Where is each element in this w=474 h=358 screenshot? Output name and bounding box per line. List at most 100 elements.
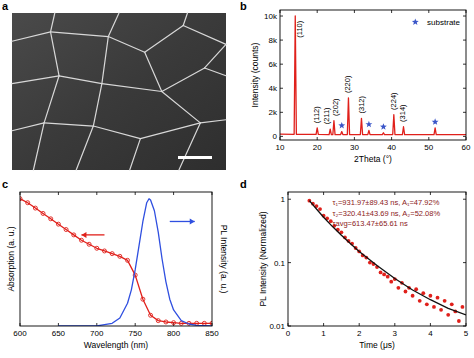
x-tick-label: 60 — [462, 143, 471, 152]
x-tick-label: 600 — [13, 329, 27, 338]
grain-boundary — [93, 126, 140, 139]
image-area — [12, 13, 226, 170]
line-marker — [156, 319, 160, 323]
scatter-point — [461, 305, 465, 309]
figure: a10203040506002k4k6k8k10k(110)(112)(211)… — [0, 0, 474, 358]
grain-boundary — [44, 76, 59, 123]
grain-boundary — [51, 32, 109, 37]
x-tick — [430, 323, 431, 326]
scale-bar — [178, 156, 212, 159]
series-line — [309, 201, 466, 315]
legend-label: substrate — [427, 18, 460, 27]
scatter-point — [446, 313, 450, 317]
line-marker — [56, 222, 60, 226]
x-tick-label: 30 — [350, 143, 359, 152]
x-tick-label: 650 — [52, 329, 66, 338]
grain-boundary — [140, 123, 200, 139]
y-tick — [288, 199, 291, 200]
scatter-point — [338, 122, 345, 129]
x-tick-label: 2 — [357, 329, 362, 338]
grain-boundary — [33, 123, 44, 170]
plot-frame — [288, 192, 466, 326]
y-tick — [288, 262, 291, 263]
x-axis-title: Wavelength (nm) — [84, 340, 149, 350]
grain-boundary — [130, 139, 141, 170]
scatter-point — [429, 294, 433, 298]
x-tick — [359, 323, 360, 326]
x-tick-label: 750 — [129, 329, 143, 338]
panel-label: c — [2, 178, 8, 190]
grain-boundary — [51, 13, 55, 32]
peak-label: (110) — [295, 20, 304, 37]
scatter-point — [379, 271, 383, 275]
scatter-point — [396, 286, 400, 290]
line-marker — [149, 313, 153, 317]
x-tick-label: 3 — [393, 329, 398, 338]
x-tick-label: 40 — [387, 143, 396, 152]
y-tick-label: 0.01 — [269, 322, 285, 331]
grain-boundary — [76, 126, 93, 170]
sem-image — [12, 13, 226, 170]
data-layer — [20, 197, 212, 326]
scatter-point — [365, 121, 372, 128]
y-axis-title: Intensity (counts) — [250, 42, 260, 107]
grain-boundary — [93, 84, 102, 126]
scatter-point — [382, 273, 386, 277]
page: {"chart_data": [ {"type": "image", "titl… — [0, 0, 474, 358]
x-axis-title: 2Theta (°) — [354, 154, 392, 164]
y-tick-right — [463, 64, 466, 65]
grain-boundary — [162, 68, 205, 92]
line-marker — [87, 242, 91, 246]
scatter-point — [432, 118, 439, 125]
peak-label: (312) — [357, 96, 366, 114]
scatter-point — [418, 299, 422, 303]
y-tick-right — [463, 16, 466, 17]
y-tick — [280, 112, 283, 113]
line-marker — [79, 238, 83, 242]
series-line — [20, 199, 212, 324]
grain-boundary — [102, 37, 108, 84]
line-marker — [164, 320, 168, 324]
y-tick-label: 4k — [269, 84, 278, 93]
y-tick-right — [463, 262, 466, 263]
line-marker — [72, 233, 76, 237]
y-tick-label: 1 — [281, 195, 286, 204]
grain-boundary — [108, 13, 119, 37]
scatter-point — [404, 290, 408, 294]
grain-boundary — [59, 76, 102, 84]
background — [0, 0, 474, 358]
x-tick-label: 4 — [428, 329, 433, 338]
y-tick-right — [463, 40, 466, 41]
y-tick-right — [463, 136, 466, 137]
grain-boundary — [12, 32, 51, 41]
y2-axis-title: PL Intensity (a. u.) — [219, 225, 229, 294]
data-layer — [280, 16, 466, 135]
grain-boundary — [183, 26, 226, 45]
y-axis-title: PL Intensity (Normalized) — [258, 211, 268, 306]
line-marker — [102, 249, 106, 253]
x-tick — [323, 323, 324, 326]
y-tick — [280, 136, 283, 137]
plot-frame — [280, 10, 466, 140]
x-tick-label: 850 — [205, 329, 219, 338]
x-tick-label: 0 — [286, 329, 291, 338]
line-marker — [33, 206, 37, 210]
peak-label: (224) — [389, 92, 398, 110]
grain-boundary — [102, 84, 162, 92]
grain-boundary — [183, 13, 187, 26]
plot-frame — [20, 192, 212, 326]
x-tick — [394, 323, 395, 326]
grain-boundary — [205, 68, 226, 76]
y-axis-title: Absorption (a. u.) — [6, 226, 16, 291]
annotation: τ₁=931.97±89.43 ns, A₁=47.92% — [333, 198, 440, 207]
peak-label: (220) — [343, 75, 352, 93]
x-axis-title: Time (μs) — [359, 340, 395, 350]
annotation: τavg=613.47±65.61 ns — [333, 219, 409, 228]
scatter-point — [425, 302, 429, 306]
data-layer — [307, 199, 466, 323]
scatter-point — [389, 280, 393, 284]
x-tick-label: 50 — [424, 143, 433, 152]
line-marker — [26, 201, 30, 205]
grain-boundary — [44, 123, 93, 126]
scatter-point — [439, 308, 443, 312]
